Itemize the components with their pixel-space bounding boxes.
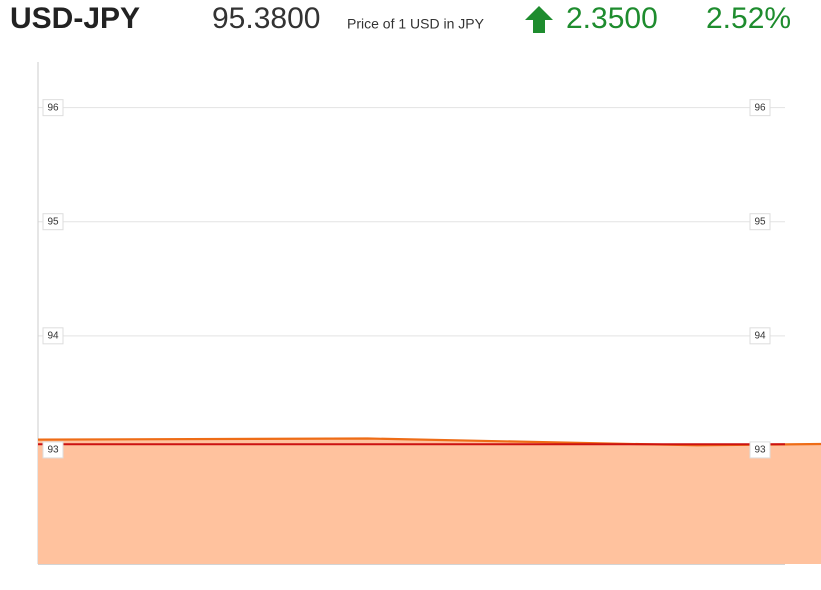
y-tick-label: 93 — [47, 445, 59, 456]
y-tick-box — [42, 327, 64, 345]
y-tick-label: 96 — [754, 102, 766, 113]
y-tick-box — [749, 327, 771, 345]
y-tick-label: 93 — [754, 445, 766, 456]
y-tick-box — [749, 99, 771, 117]
area — [38, 438, 821, 564]
y-tick-box — [749, 213, 771, 231]
y-tick-label: 95 — [47, 216, 59, 227]
y-tick-box — [749, 441, 771, 459]
line — [37, 437, 821, 447]
y-tick-label: 96 — [47, 102, 59, 113]
y-tick-label: 95 — [754, 216, 766, 227]
price-note: Price of 1 USD in JPY — [347, 16, 485, 32]
y-tick-label: 94 — [47, 330, 59, 341]
price: 95.3800 — [212, 2, 320, 35]
change: 2.3500 — [566, 2, 658, 35]
up-arrow — [525, 6, 553, 33]
y-tick-box — [42, 99, 64, 117]
y-tick-box — [42, 213, 64, 231]
symbol: USD-JPY — [10, 2, 140, 35]
y-tick-box — [42, 441, 64, 459]
change-pct: 2.52% — [706, 2, 791, 35]
y-tick-label: 94 — [754, 330, 766, 341]
